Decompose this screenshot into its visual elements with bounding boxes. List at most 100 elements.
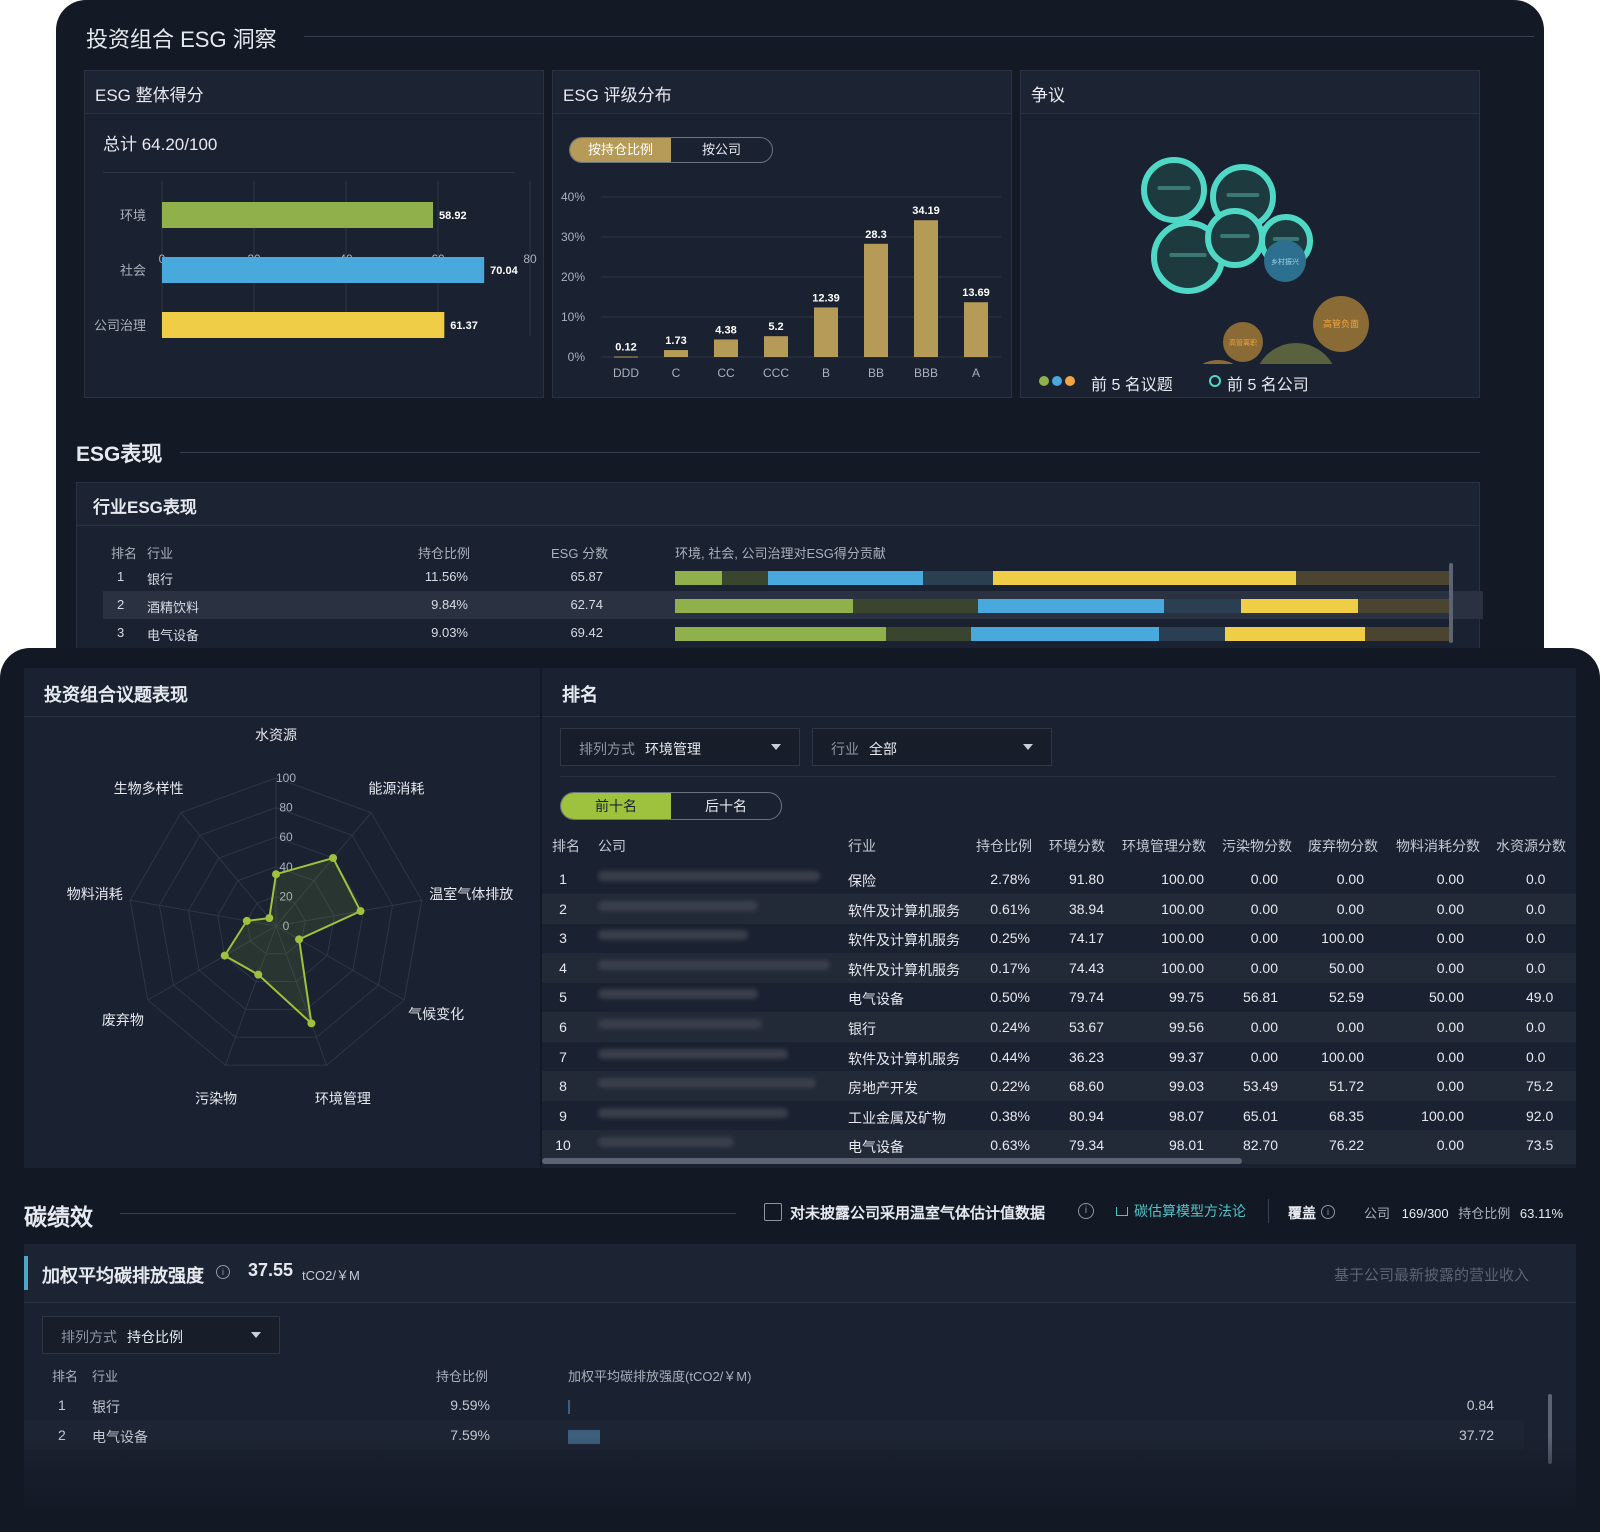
- issues-radar-chart: 020406080100水资源能源消耗温室气体排放气候变化环境管理污染物废弃物物…: [67, 727, 514, 1106]
- score-bar: [162, 202, 434, 228]
- table-row[interactable]: 8 房地产开发 0.22% 68.60 99.03 53.49 51.72 0.00 75.2: [542, 1071, 1576, 1102]
- pollutant-cell: 0.00: [1250, 930, 1278, 947]
- industry-cell: 保险: [848, 873, 876, 889]
- social-segment: [977, 599, 1164, 613]
- industry-cell: 银行: [147, 572, 174, 587]
- radar-axis-label: 污染物: [195, 1090, 237, 1106]
- col-rank: 排名: [111, 546, 138, 561]
- estimate-label: 对未披露公司采用温室气体估计值数据: [790, 1205, 1046, 1222]
- pollutant-cell: 53.49: [1242, 1078, 1278, 1095]
- col-waste: 废弃物分数: [1308, 838, 1378, 854]
- env-segment: [675, 627, 886, 641]
- env-score-cell: 53.67: [1068, 1019, 1104, 1035]
- info-icon[interactable]: i: [216, 1265, 230, 1279]
- panel-header: 投资组合议题表现: [24, 668, 540, 717]
- table-row[interactable]: 6 银行 0.24% 53.67 99.56 0.00 0.00 0.00 0.0: [542, 1012, 1576, 1042]
- env-mgmt-cell: 98.07: [1168, 1107, 1204, 1124]
- weight-label: 持仓比例: [1458, 1206, 1511, 1221]
- water-cell: 0.0: [1526, 959, 1546, 976]
- table-row[interactable]: 2 软件及计算机服务 0.61% 38.94 100.00 0.00 0.00 0.00 0.0: [542, 893, 1576, 924]
- blurred-company-name: [598, 1019, 762, 1029]
- legend-companies: 前 5 名公司: [1227, 377, 1309, 394]
- insight-title: 投资组合 ESG 洞察: [86, 27, 277, 52]
- radar-axis-line: [130, 899, 277, 927]
- rating-bar-chart: 0% 10% 20% 30% 40% 0.12 DDD 1.73 C 4.38 CC 5.2 CCC 12…: [561, 190, 1001, 380]
- table-row[interactable]: 4 软件及计算机服务 0.17% 74.43 100.00 0.00 50.00 0.00 0.…: [542, 952, 1576, 983]
- industry-row[interactable]: 1 银行 11.56% 65.87: [103, 563, 1483, 591]
- divider: [103, 172, 515, 173]
- table-row[interactable]: 1 保险 2.78% 91.80 100.00 0.00 0.00 0.00 0.0: [542, 864, 1576, 894]
- topic-bubble: [1264, 240, 1306, 282]
- info-icon[interactable]: i: [1078, 1203, 1094, 1219]
- col-env-mgmt: 环境管理分数: [1122, 838, 1206, 854]
- radar-tick-label: 80: [279, 801, 293, 815]
- scrollbar[interactable]: [1548, 1394, 1552, 1464]
- rating-card: ESG 评级分布 按持仓比例 按公司 0% 10% 20% 30% 40% 0.12 DDD…: [552, 70, 1012, 398]
- radar-axis-line: [147, 925, 277, 1001]
- pollutant-cell: 0.00: [1250, 871, 1278, 887]
- industry-select[interactable]: 行业 全部: [812, 728, 1052, 766]
- rating-bar: [664, 350, 688, 357]
- radar-axis-line: [275, 812, 372, 927]
- material-cell: 0.00: [1436, 1078, 1464, 1095]
- blurred-company-name: [598, 989, 758, 1000]
- sort-select[interactable]: 排列方式 环境管理: [560, 728, 800, 766]
- ranking-panel: 排名 排列方式 环境管理 行业 全部 前十名 后十名 排名 公司 行业 持仓比例…: [542, 668, 1576, 1168]
- weight-cell: 0.22%: [990, 1078, 1030, 1095]
- industry-cell: 电气设备: [848, 991, 904, 1008]
- toggle-bottom-ten[interactable]: 后十名: [705, 798, 747, 814]
- legend-dot-orange: [1065, 376, 1075, 386]
- radar-grid-ring: [158, 807, 394, 1038]
- y-tick-label: 20%: [561, 270, 585, 284]
- horizontal-scrollbar[interactable]: [542, 1158, 1242, 1164]
- x-tick-label: A: [972, 366, 980, 380]
- carbon-table-row[interactable]: 1 银行 9.59% 0.84: [24, 1390, 1524, 1420]
- info-icon[interactable]: i: [1321, 1205, 1335, 1219]
- estimate-checkbox[interactable]: [764, 1203, 782, 1221]
- radar-grid-ring: [187, 836, 365, 1010]
- legend-topics: 前 5 名议题: [1091, 377, 1173, 394]
- material-cell: 100.00: [1421, 1107, 1464, 1124]
- table-row[interactable]: 10 电气设备 0.63% 79.34 98.01 82.70 76.22 0.00 73.5: [542, 1130, 1576, 1161]
- rating-bar: [864, 243, 888, 357]
- x-tick-label: CCC: [763, 366, 789, 380]
- env-mgmt-cell: 99.37: [1168, 1048, 1204, 1065]
- rank-cell: 5: [559, 989, 567, 1006]
- water-cell: 0.0: [1526, 871, 1546, 887]
- pollutant-cell: 0.00: [1250, 1048, 1278, 1065]
- industry-row[interactable]: 2 酒精饮料 9.84% 62.74: [103, 591, 1483, 619]
- col-pollutant: 污染物分数: [1222, 838, 1292, 854]
- card-header: ESG 整体得分: [85, 71, 543, 114]
- score-bar: [162, 257, 485, 283]
- x-tick-label: 80: [523, 252, 537, 266]
- scrollbar[interactable]: [1449, 563, 1453, 643]
- rank-cell: 10: [555, 1137, 571, 1154]
- radar-axis-label: 气候变化: [408, 1006, 464, 1022]
- weight-cell: 0.44%: [990, 1048, 1030, 1065]
- carbon-table-header: 排名 行业 持仓比例 加权平均碳排放强度(tCO2/￥M): [24, 1366, 1524, 1386]
- intensity-note: 基于公司最新披露的营业收入: [1334, 1267, 1530, 1284]
- carbon-sort-select[interactable]: 排列方式 持仓比例: [42, 1316, 280, 1354]
- pollutant-cell: 0.00: [1250, 1019, 1278, 1035]
- rating-toggle[interactable]: 按持仓比例 按公司: [569, 137, 773, 163]
- radar-series-area: [223, 856, 362, 1027]
- sort-label: 排列方式: [61, 1329, 117, 1345]
- material-cell: 0.00: [1436, 1019, 1464, 1035]
- table-row[interactable]: 5 电气设备 0.50% 79.74 99.75 56.81 52.59 50.00 49.0: [542, 982, 1576, 1012]
- radar-axis-line: [180, 812, 277, 927]
- col-rank: 排名: [552, 838, 580, 854]
- blurred-company-name: [598, 1078, 816, 1089]
- table-row[interactable]: 3 软件及计算机服务 0.25% 74.17 100.00 0.00 100.00 0.00 0…: [542, 923, 1576, 953]
- radar-tick-label: 60: [279, 830, 293, 844]
- toggle-top-ten[interactable]: 前十名: [561, 793, 671, 819]
- toggle-by-weight[interactable]: 按持仓比例: [570, 138, 671, 162]
- rank-cell: 2: [58, 1427, 66, 1443]
- topic-bubble: [1223, 322, 1263, 362]
- table-row[interactable]: 7 软件及计算机服务 0.44% 36.23 99.37 0.00 100.00 0.00 0.…: [542, 1042, 1576, 1072]
- table-row[interactable]: 9 工业金属及矿物 0.38% 80.94 98.07 65.01 68.35 100.00 9…: [542, 1101, 1576, 1131]
- top-bottom-toggle[interactable]: 前十名 后十名: [560, 792, 782, 820]
- toggle-by-company[interactable]: 按公司: [701, 142, 741, 157]
- industry-row[interactable]: 3 电气设备 9.03% 69.42: [103, 619, 1483, 647]
- env-remainder: [885, 627, 972, 641]
- method-link[interactable]: 碳估算模型方法论: [1116, 1201, 1246, 1221]
